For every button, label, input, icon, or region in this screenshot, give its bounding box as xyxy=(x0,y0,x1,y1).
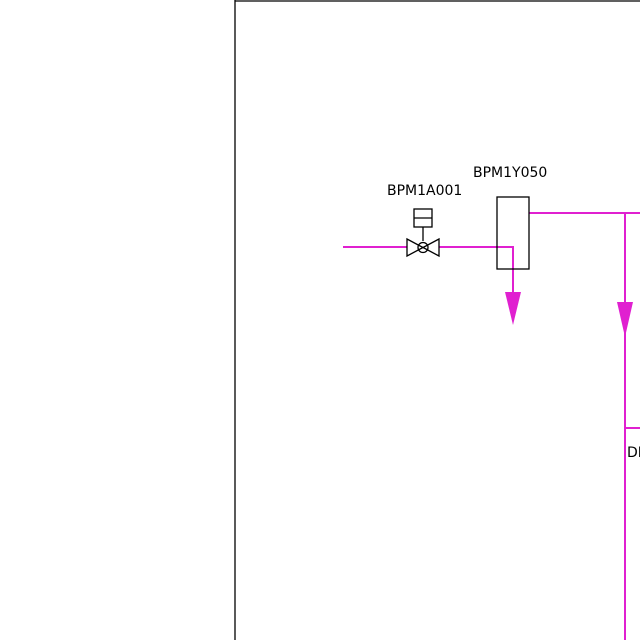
valve-tag-label: BPM1A001 xyxy=(387,183,462,199)
drain-branch-pipe xyxy=(497,246,514,295)
flow-arrow-drain xyxy=(505,292,521,325)
valve-body-left xyxy=(406,237,425,258)
valve-body-right xyxy=(421,237,440,258)
valve-center xyxy=(417,241,429,254)
gate-valve-symbol xyxy=(406,208,440,258)
pipe-network xyxy=(343,212,640,640)
component-tag-label: BPM1Y050 xyxy=(473,165,547,181)
cut-tag-label: DI xyxy=(627,445,640,461)
component-box xyxy=(496,196,530,270)
flow-arrow-riser xyxy=(617,302,633,337)
